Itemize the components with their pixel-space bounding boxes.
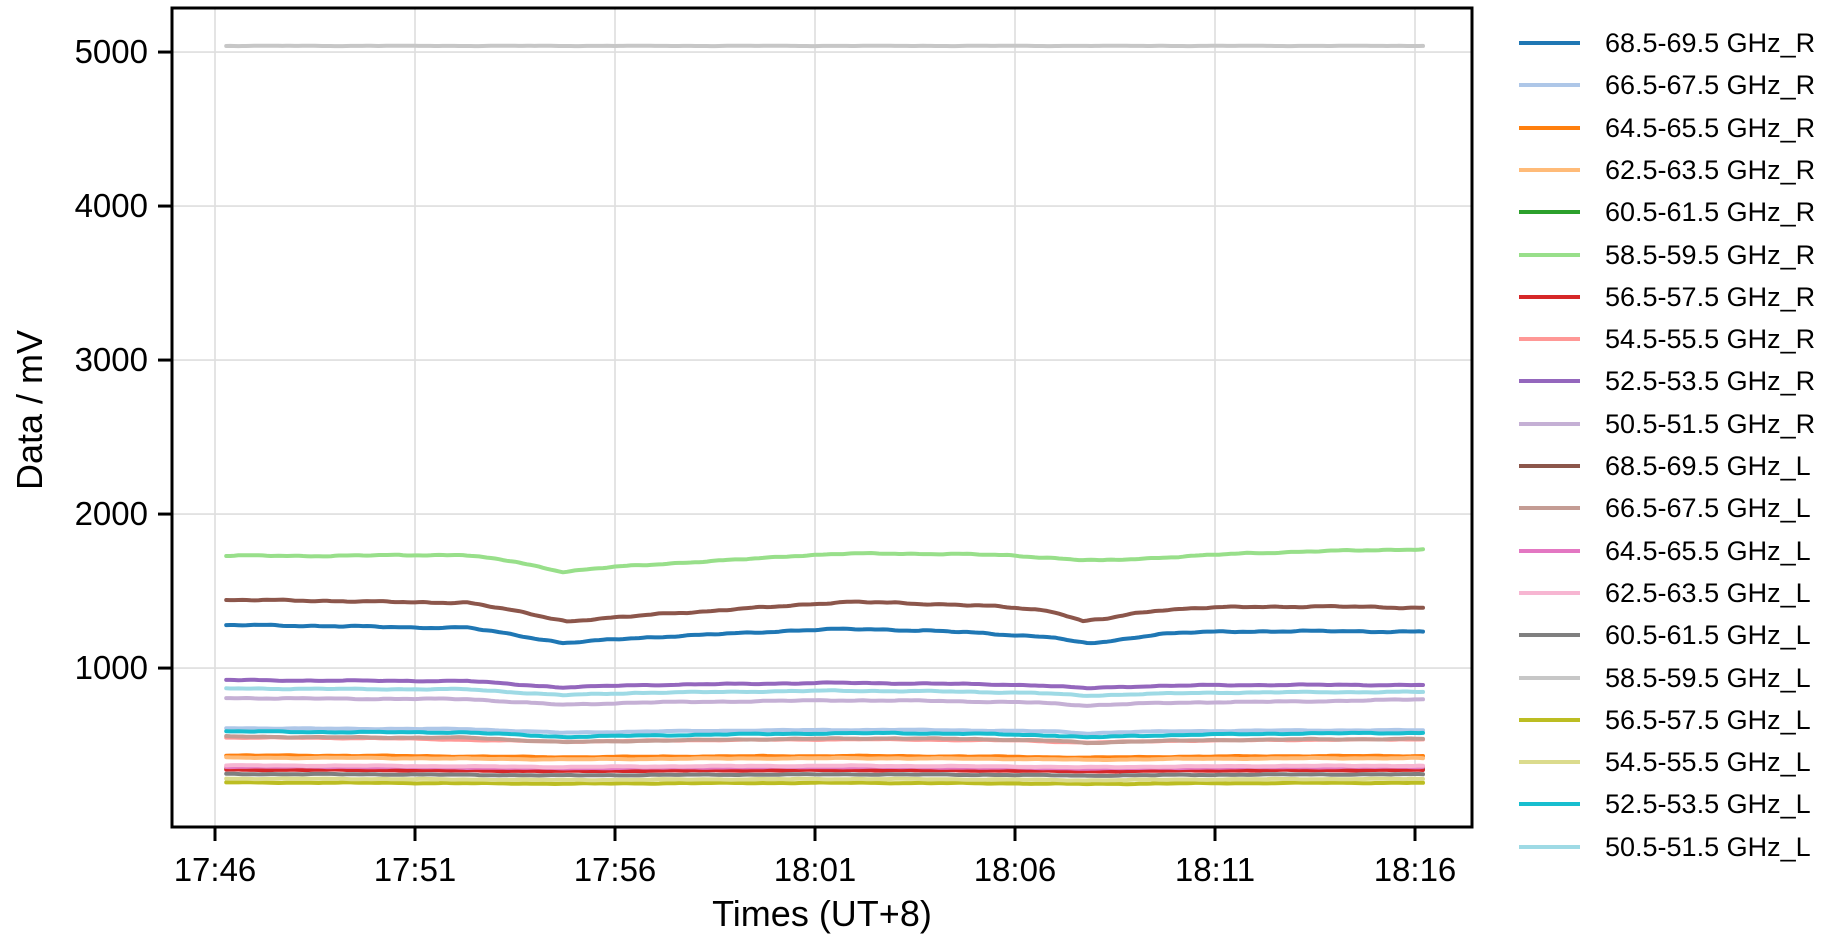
x-tick-label: 18:01 [773,851,857,888]
series-line-56-5-57-5-GHz-R [224,767,1425,774]
legend-label: 52.5-53.5 GHz_R [1605,366,1816,397]
legend-swatch [1519,252,1580,257]
legend-item: 50.5-51.5 GHz_L [1519,826,1811,868]
legend-swatch [1519,506,1580,511]
legend-swatch [1519,210,1580,215]
legend-label: 52.5-53.5 GHz_L [1605,789,1811,820]
legend-label: 60.5-61.5 GHz_R [1605,197,1816,228]
legend-swatch [1519,83,1580,88]
legend-item: 64.5-65.5 GHz_L [1519,530,1811,572]
legend-item: 58.5-59.5 GHz_R [1519,234,1815,276]
legend-item: 62.5-63.5 GHz_L [1519,572,1811,614]
legend-item: 62.5-63.5 GHz_R [1519,149,1815,191]
legend-label: 62.5-63.5 GHz_R [1605,154,1816,185]
legend-label: 50.5-51.5 GHz_R [1605,408,1816,439]
legend-label: 56.5-57.5 GHz_L [1605,704,1811,735]
legend-item: 52.5-53.5 GHz_L [1519,783,1811,825]
legend-swatch [1519,41,1580,45]
legend-item: 54.5-55.5 GHz_R [1519,318,1815,360]
x-tick-label: 17:46 [173,851,257,888]
legend-item: 66.5-67.5 GHz_R [1519,64,1815,106]
y-tick-label: 5000 [74,33,148,71]
legend-label: 64.5-65.5 GHz_R [1605,112,1816,143]
legend-label: 50.5-51.5 GHz_L [1605,831,1811,862]
legend-item: 66.5-67.5 GHz_L [1519,487,1811,529]
legend-swatch [1519,548,1580,553]
series-line-58-5-59-5-GHz-R [224,547,1425,575]
legend-label: 66.5-67.5 GHz_R [1605,70,1816,101]
legend-swatch [1519,760,1580,765]
legend-item: 68.5-69.5 GHz_R [1519,22,1815,64]
x-tick-label: 17:56 [573,851,657,888]
legend-swatch [1519,464,1580,468]
x-tick-label: 18:11 [1174,851,1256,888]
legend-label: 62.5-63.5 GHz_L [1605,577,1811,608]
legend-swatch [1519,802,1580,807]
x-tick-label: 18:06 [973,851,1057,888]
legend-swatch [1519,421,1580,426]
legend-label: 68.5-69.5 GHz_R [1605,28,1816,58]
legend-swatch [1519,294,1580,299]
legend-swatch [1519,125,1580,130]
legend-label: 66.5-67.5 GHz_L [1605,493,1811,524]
plot-border [170,6,1474,829]
y-axis-title: Data / mV [9,329,50,491]
x-tick-label: 17:51 [373,851,457,888]
series-line-66-5-67-5-GHz-L [224,734,1425,746]
series-line-68-5-69-5-GHz-R [224,622,1425,646]
series-line-50-5-51-5-GHz-R [224,696,1425,708]
y-tick-label: 2000 [74,495,148,533]
legend-item: 50.5-51.5 GHz_R [1519,403,1815,445]
legend-item: 60.5-61.5 GHz_R [1519,191,1815,233]
legend-swatch [1519,379,1580,384]
legend-item: 58.5-59.5 GHz_L [1519,657,1811,699]
legend-label: 54.5-55.5 GHz_L [1605,747,1811,778]
series-line-56-5-57-5-GHz-L [224,780,1425,787]
x-axis-title: Times (UT+8) [712,893,932,934]
series-line-54-5-55-5-GHz-L [224,776,1425,783]
legend-swatch [1519,717,1580,722]
y-tick-label: 1000 [74,649,148,687]
series-line-62-5-63-5-GHz-R [224,755,1425,762]
legend-item: 52.5-53.5 GHz_R [1519,360,1815,402]
legend-item: 56.5-57.5 GHz_L [1519,699,1811,741]
series-line-62-5-63-5-GHz-L [224,763,1425,770]
x-tick-label: 18:16 [1373,851,1457,888]
legend-label: 54.5-55.5 GHz_R [1605,324,1816,355]
legend-swatch [1519,590,1580,595]
legend-swatch [1519,675,1580,680]
legend-label: 64.5-65.5 GHz_L [1605,535,1811,566]
series-line-52-5-53-5-GHz-L [224,729,1425,740]
series-line-52-5-53-5-GHz-R [224,677,1425,691]
legend-item: 60.5-61.5 GHz_L [1519,614,1811,656]
legend-label: 60.5-61.5 GHz_L [1605,620,1811,651]
series-line-68-5-69-5-GHz-L [224,597,1425,624]
legend-label: 56.5-57.5 GHz_R [1605,281,1816,312]
legend-swatch [1519,337,1580,342]
legend-label: 58.5-59.5 GHz_R [1605,239,1816,270]
legend-swatch [1519,167,1580,172]
legend-swatch [1519,844,1580,849]
legend-item: 64.5-65.5 GHz_R [1519,107,1815,149]
y-tick-label: 4000 [74,187,148,225]
legend-item: 56.5-57.5 GHz_R [1519,276,1815,318]
series-line-50-5-51-5-GHz-L [224,686,1425,698]
legend-label: 58.5-59.5 GHz_L [1605,662,1811,693]
legend-item: 54.5-55.5 GHz_L [1519,741,1811,783]
legend-label: 68.5-69.5 GHz_L [1605,451,1811,481]
series-line-66-5-67-5-GHz-R [224,726,1425,736]
legend-item: 68.5-69.5 GHz_L [1519,445,1811,487]
series-line-60-5-61-5-GHz-L [224,771,1425,778]
legend-swatch [1519,633,1580,638]
y-tick-label: 3000 [74,341,148,379]
